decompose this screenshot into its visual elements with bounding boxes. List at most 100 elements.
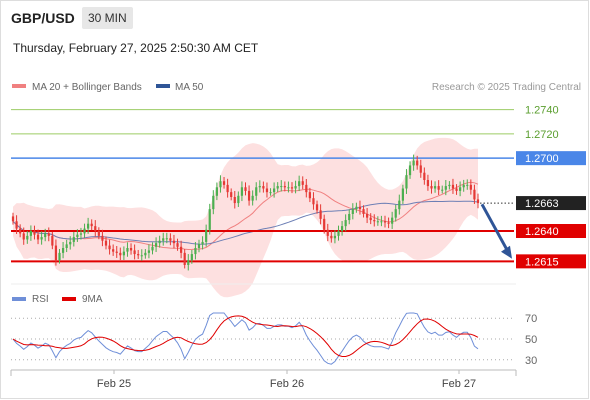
candles-layer xyxy=(11,154,480,271)
x-tick-label-0: Feb 25 xyxy=(97,378,131,390)
candle-body xyxy=(416,160,419,166)
candle-body xyxy=(176,243,179,247)
candle-body xyxy=(405,175,408,189)
candle-body xyxy=(466,184,469,186)
candle-body xyxy=(376,221,379,223)
candle-body xyxy=(391,217,394,224)
candle-body xyxy=(398,200,401,210)
candle-body xyxy=(180,246,183,253)
candle-body xyxy=(183,252,186,265)
candle-body xyxy=(72,237,75,242)
candle-body xyxy=(462,184,465,188)
candle-body xyxy=(58,252,61,261)
candle-body xyxy=(448,184,451,187)
rsi-ma-line xyxy=(12,315,479,357)
candle-body xyxy=(459,187,462,191)
rsi-line xyxy=(12,312,479,365)
rsi-ma-legend-label: 9MA xyxy=(82,294,103,305)
candle-body xyxy=(129,248,133,251)
candle-body xyxy=(115,251,118,253)
candle-body xyxy=(455,188,458,191)
candle-body xyxy=(112,249,115,252)
ma50-line xyxy=(12,200,479,245)
candle-body xyxy=(147,250,151,253)
candle-body xyxy=(65,244,68,248)
candle-body xyxy=(326,229,329,236)
forecast-arrow-shaft xyxy=(480,203,510,253)
timestamp-label: Thursday, February 27, 2025 2:50:30 AM C… xyxy=(13,41,259,55)
candle-body xyxy=(133,250,136,255)
ma20-legend-swatch xyxy=(12,84,26,88)
candle-body xyxy=(76,234,79,238)
candle-body xyxy=(190,254,193,261)
x-tick-label-1: Feb 26 xyxy=(270,378,304,390)
candle-body xyxy=(144,252,147,256)
support-label-5: 1.2615 xyxy=(525,256,559,268)
candle-body xyxy=(469,184,472,190)
candle-body xyxy=(222,181,226,185)
candle-body xyxy=(287,187,290,189)
last-price-tag xyxy=(516,196,586,211)
ma50-legend-label: MA 50 xyxy=(175,82,204,93)
candle-body xyxy=(15,221,18,229)
candle-body xyxy=(401,188,404,201)
candle-body xyxy=(119,252,122,256)
candle-body xyxy=(262,186,265,189)
candle-body xyxy=(308,192,311,199)
candle-body xyxy=(276,186,279,189)
forecast-arrow-head xyxy=(501,245,512,259)
candle-body xyxy=(40,237,43,240)
rsi-ma-legend-swatch xyxy=(62,297,76,301)
candle-body xyxy=(33,231,36,235)
candle-body xyxy=(330,235,333,239)
candle-body xyxy=(137,254,140,256)
interval-badge[interactable]: 30 MIN xyxy=(82,7,133,29)
candle-body xyxy=(162,238,165,241)
candle-body xyxy=(355,206,358,210)
candle-body xyxy=(437,186,440,190)
x-axis: Feb 25 Feb 26 Feb 27 xyxy=(10,369,517,390)
target-label-0: 1.2740 xyxy=(525,105,559,117)
candle-body xyxy=(380,221,383,223)
candle-body xyxy=(476,199,480,204)
candle-body xyxy=(251,195,254,201)
ma20-legend-label: MA 20 + Bollinger Bands xyxy=(32,82,142,93)
candle-body xyxy=(87,223,90,229)
candle-body xyxy=(441,189,444,191)
support-tag-4 xyxy=(516,224,586,238)
candle-body xyxy=(423,172,426,180)
candle-body xyxy=(69,241,72,245)
candle-body xyxy=(187,260,190,265)
pivot-tag xyxy=(516,151,586,166)
last-price-label: 1.2663 xyxy=(525,198,559,210)
rsi-legend: RSI 9MA xyxy=(12,294,103,305)
candle-body xyxy=(344,220,347,227)
chart-header: GBP/USD 30 MIN xyxy=(0,0,590,36)
candle-body xyxy=(351,209,354,214)
candle-body xyxy=(269,192,272,194)
rsi-legend-label: RSI xyxy=(32,294,49,305)
candle-body xyxy=(215,187,218,196)
candle-body xyxy=(201,241,204,245)
candle-body xyxy=(294,186,297,189)
candle-body xyxy=(169,238,172,241)
candle-body xyxy=(362,209,365,214)
candle-body xyxy=(44,233,47,238)
support-label-4: 1.2640 xyxy=(525,226,559,238)
candle-body xyxy=(301,181,304,185)
candle-body xyxy=(83,228,86,234)
candle-body xyxy=(208,209,211,230)
candle-body xyxy=(312,198,315,205)
symbol-label: GBP/USD xyxy=(11,10,75,26)
candle-body xyxy=(194,248,197,255)
candle-body xyxy=(219,181,222,188)
candle-body xyxy=(444,186,447,190)
candle-body xyxy=(90,223,93,227)
candle-body xyxy=(408,165,412,176)
candle-body xyxy=(237,195,240,204)
pivot-label: 1.2700 xyxy=(525,153,559,165)
candle-body xyxy=(394,209,397,218)
candle-body xyxy=(126,248,129,252)
candle-body xyxy=(212,195,215,210)
